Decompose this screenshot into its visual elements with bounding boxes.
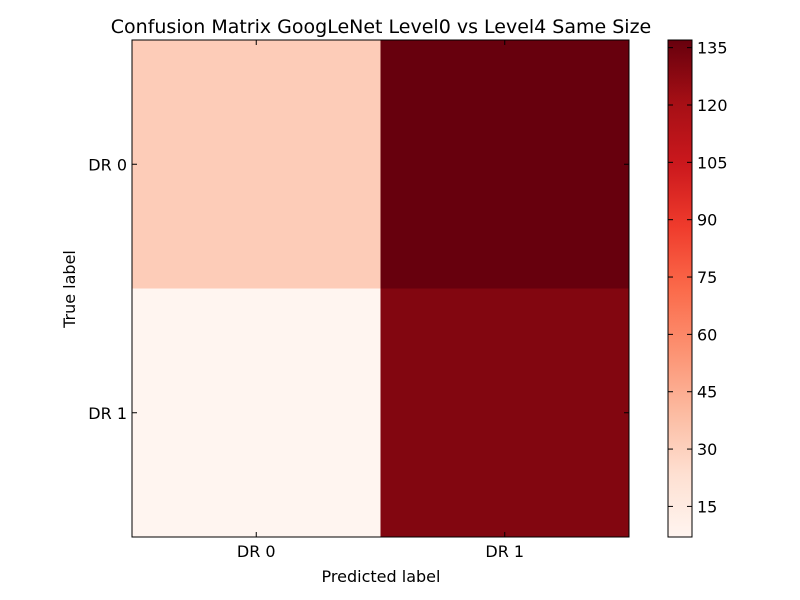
chart-title: Confusion Matrix GoogLeNet Level0 vs Lev… [111, 16, 651, 38]
x-tick-label: DR 1 [485, 542, 524, 561]
heatmap-cells [132, 40, 629, 537]
heatmap-cell [380, 288, 629, 537]
colorbar-frame [667, 39, 693, 538]
x-axis-label: Predicted label [322, 567, 441, 586]
plot-frame [131, 39, 630, 538]
colorbar-tick-label: 60 [697, 325, 717, 344]
heatmap-cell [380, 40, 629, 289]
y-tick-label: DR 1 [88, 404, 127, 423]
colorbar-tick-label: 90 [697, 211, 717, 230]
colorbar-tick-label: 135 [697, 39, 728, 58]
colorbar-tick-label: 120 [697, 96, 728, 115]
colorbar-tick-label: 30 [697, 440, 717, 459]
y-tick-label: DR 0 [88, 155, 127, 174]
colorbar-tick-label: 105 [697, 153, 728, 172]
colorbar-tick-label: 45 [697, 383, 717, 402]
axis-ticks: DR 0 DR 1 DR 0 DR 1 [88, 40, 629, 561]
colorbar-tick-label: 15 [697, 497, 717, 516]
x-tick-label: DR 0 [237, 542, 276, 561]
colorbar-ticks: 15 30 45 60 75 90 105 120 135 [668, 39, 728, 516]
colorbar-tick-label: 75 [697, 268, 717, 287]
heatmap-cell [132, 288, 381, 537]
colorbar-gradient [668, 40, 692, 537]
heatmap-cell [132, 40, 381, 289]
y-axis-label: True label [60, 250, 79, 329]
